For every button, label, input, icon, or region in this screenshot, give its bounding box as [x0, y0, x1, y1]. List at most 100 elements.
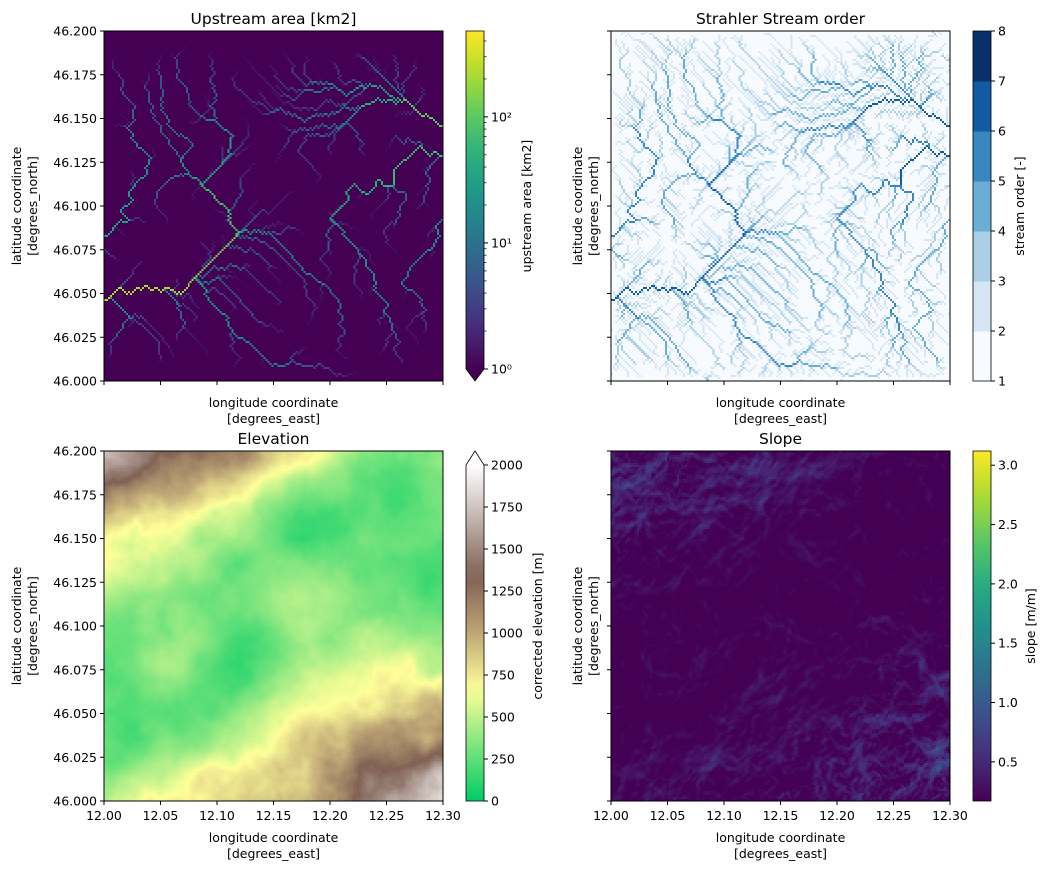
y-tick-label: 46.075: [53, 662, 97, 677]
colorbar-frame: [972, 450, 992, 802]
colorbar-tick-label: 1.5: [998, 636, 1018, 651]
stream-order-map: [611, 31, 950, 381]
colorbar-tick-label: 1500: [491, 542, 523, 557]
colorbar-tick-label: 250: [491, 752, 515, 767]
slope-map: [611, 451, 950, 801]
panel-title: Upstream area [km2]: [191, 10, 357, 28]
x-axis-label: longitude coordinate: [209, 830, 339, 845]
colorbar-bin: [973, 181, 991, 232]
y-tick-label: 46.125: [53, 155, 97, 170]
colorbar-label: stream order [-]: [1012, 156, 1027, 255]
colorbar-tick-label: 2.0: [998, 576, 1018, 591]
y-axis-label: latitude coordinate: [9, 566, 24, 685]
colorbar-tick-label: 1: [998, 374, 1006, 389]
colorbar-tick-label: 6: [998, 124, 1006, 139]
y-axis-label: latitude coordinate: [570, 566, 585, 685]
colorbar-1: 10⁰ 10¹ 10² upstream area [km2]: [465, 30, 534, 382]
colorbar-tick-label: 1000: [491, 626, 523, 641]
colorbar-tick-label: 750: [491, 668, 515, 683]
colorbar-2: 1 2 3 4 5 6 7 8 stream order [-]: [972, 24, 1027, 389]
axes-frame: [610, 450, 951, 802]
colorbar-label: corrected elevation [m]: [530, 552, 545, 699]
colorbar-bin: [973, 231, 991, 282]
x-tick-label: 12.25: [876, 808, 912, 823]
colorbar-gradient: [973, 451, 991, 801]
colorbar-frame: [465, 450, 485, 802]
y-axis-units: [degrees_north]: [586, 576, 601, 676]
x-axis-label: longitude coordinate: [716, 830, 846, 845]
colorbar-tick-label: 10²: [491, 109, 512, 124]
colorbar-tick-label: 4: [998, 224, 1006, 239]
x-tick-label: 12.25: [369, 808, 405, 823]
colorbar-tick-label: 1.0: [998, 695, 1018, 710]
x-axis-units: [degrees_east]: [227, 411, 320, 426]
colorbar-4: 0.5 1.0 1.5 2.0 2.5 3.0 slope [m/m]: [972, 450, 1038, 802]
x-tick-label: 12.20: [312, 808, 348, 823]
axes-frame: [103, 30, 444, 382]
x-axis-units: [degrees_east]: [227, 846, 320, 861]
y-axis-label: latitude coordinate: [9, 146, 24, 265]
x-tick-label: 12.00: [86, 808, 122, 823]
x-tick-label: 12.05: [650, 808, 686, 823]
x-tick-label: 12.30: [425, 808, 461, 823]
y-tick-label: 46.150: [53, 111, 97, 126]
colorbar-tick-label: 5: [998, 174, 1006, 189]
colorbar-tick-label: 10¹: [491, 235, 512, 250]
colorbar-tick-label: 2.5: [998, 517, 1018, 532]
y-tick-label: 46.200: [53, 24, 97, 39]
colorbar-tick-label: 1750: [491, 500, 523, 515]
colorbar-tick-label: 2: [998, 324, 1006, 339]
colorbar-tick-label: 1250: [491, 584, 523, 599]
x-tick-label: 12.15: [256, 808, 292, 823]
elevation-map: [104, 451, 443, 801]
colorbar-bin: [973, 81, 991, 132]
y-tick-label: 46.175: [53, 487, 97, 502]
colorbar-label: slope [m/m]: [1023, 588, 1038, 664]
y-tick-label: 46.175: [53, 67, 97, 82]
x-tick-label: 12.15: [763, 808, 799, 823]
y-tick-label: 46.025: [53, 750, 97, 765]
axes-frame: [610, 30, 951, 382]
panel-title: Strahler Stream order: [696, 10, 866, 28]
colorbar-tick-label: 0.5: [998, 754, 1018, 769]
colorbar-bin: [973, 31, 991, 82]
colorbar-tick-label: 7: [998, 74, 1006, 89]
colorbar-tick-label: 8: [998, 24, 1006, 39]
colorbar-tick-label: 0: [491, 794, 499, 809]
y-tick-label: 46.100: [53, 619, 97, 634]
y-tick-label: 46.100: [53, 199, 97, 214]
y-tick-label: 46.050: [53, 706, 97, 721]
panel-3: Elevation 12.00 12.05 12.10 12.15 12.20 12.25 1…: [9, 430, 545, 861]
y-axis-label: latitude coordinate: [570, 146, 585, 265]
x-axis-label: longitude coordinate: [209, 395, 339, 410]
y-tick-label: 46.075: [53, 242, 97, 257]
y-tick-label: 46.000: [53, 794, 97, 809]
y-axis-units: [degrees_north]: [25, 576, 40, 676]
colorbar-extend-max: [466, 451, 484, 465]
colorbar-bin: [973, 131, 991, 182]
panel-1: Upstream area [km2] 46.000 46.025 46.050 46.…: [9, 10, 534, 426]
panel-title: Elevation: [238, 430, 310, 448]
x-tick-label: 12.10: [199, 808, 235, 823]
y-tick-label: 46.025: [53, 330, 97, 345]
x-tick-label: 12.30: [932, 808, 968, 823]
y-tick-label: 46.050: [53, 286, 97, 301]
colorbar-tick-label: 3: [998, 274, 1006, 289]
colorbar-tick-label: 500: [491, 710, 515, 725]
axes-frame: [103, 450, 444, 802]
colorbar-bin: [973, 281, 991, 332]
panel-title: Slope: [759, 430, 802, 448]
y-tick-label: 46.000: [53, 374, 97, 389]
colorbar-gradient: [466, 31, 484, 369]
colorbar-tick-label: 10⁰: [491, 362, 512, 377]
panel-2: Strahler Stream order longitude coordinat…: [570, 10, 1027, 426]
colorbar-3: 0 250 500 750 1000 1250 1500 1750 2000 corrected …: [465, 450, 545, 809]
y-tick-label: 46.150: [53, 531, 97, 546]
x-axis-units: [degrees_east]: [734, 846, 827, 861]
colorbar-tick-label: 3.0: [998, 458, 1018, 473]
y-axis-units: [degrees_north]: [586, 156, 601, 256]
colorbar-frame: [465, 30, 485, 382]
colorbar-tick-label: 2000: [491, 458, 523, 473]
